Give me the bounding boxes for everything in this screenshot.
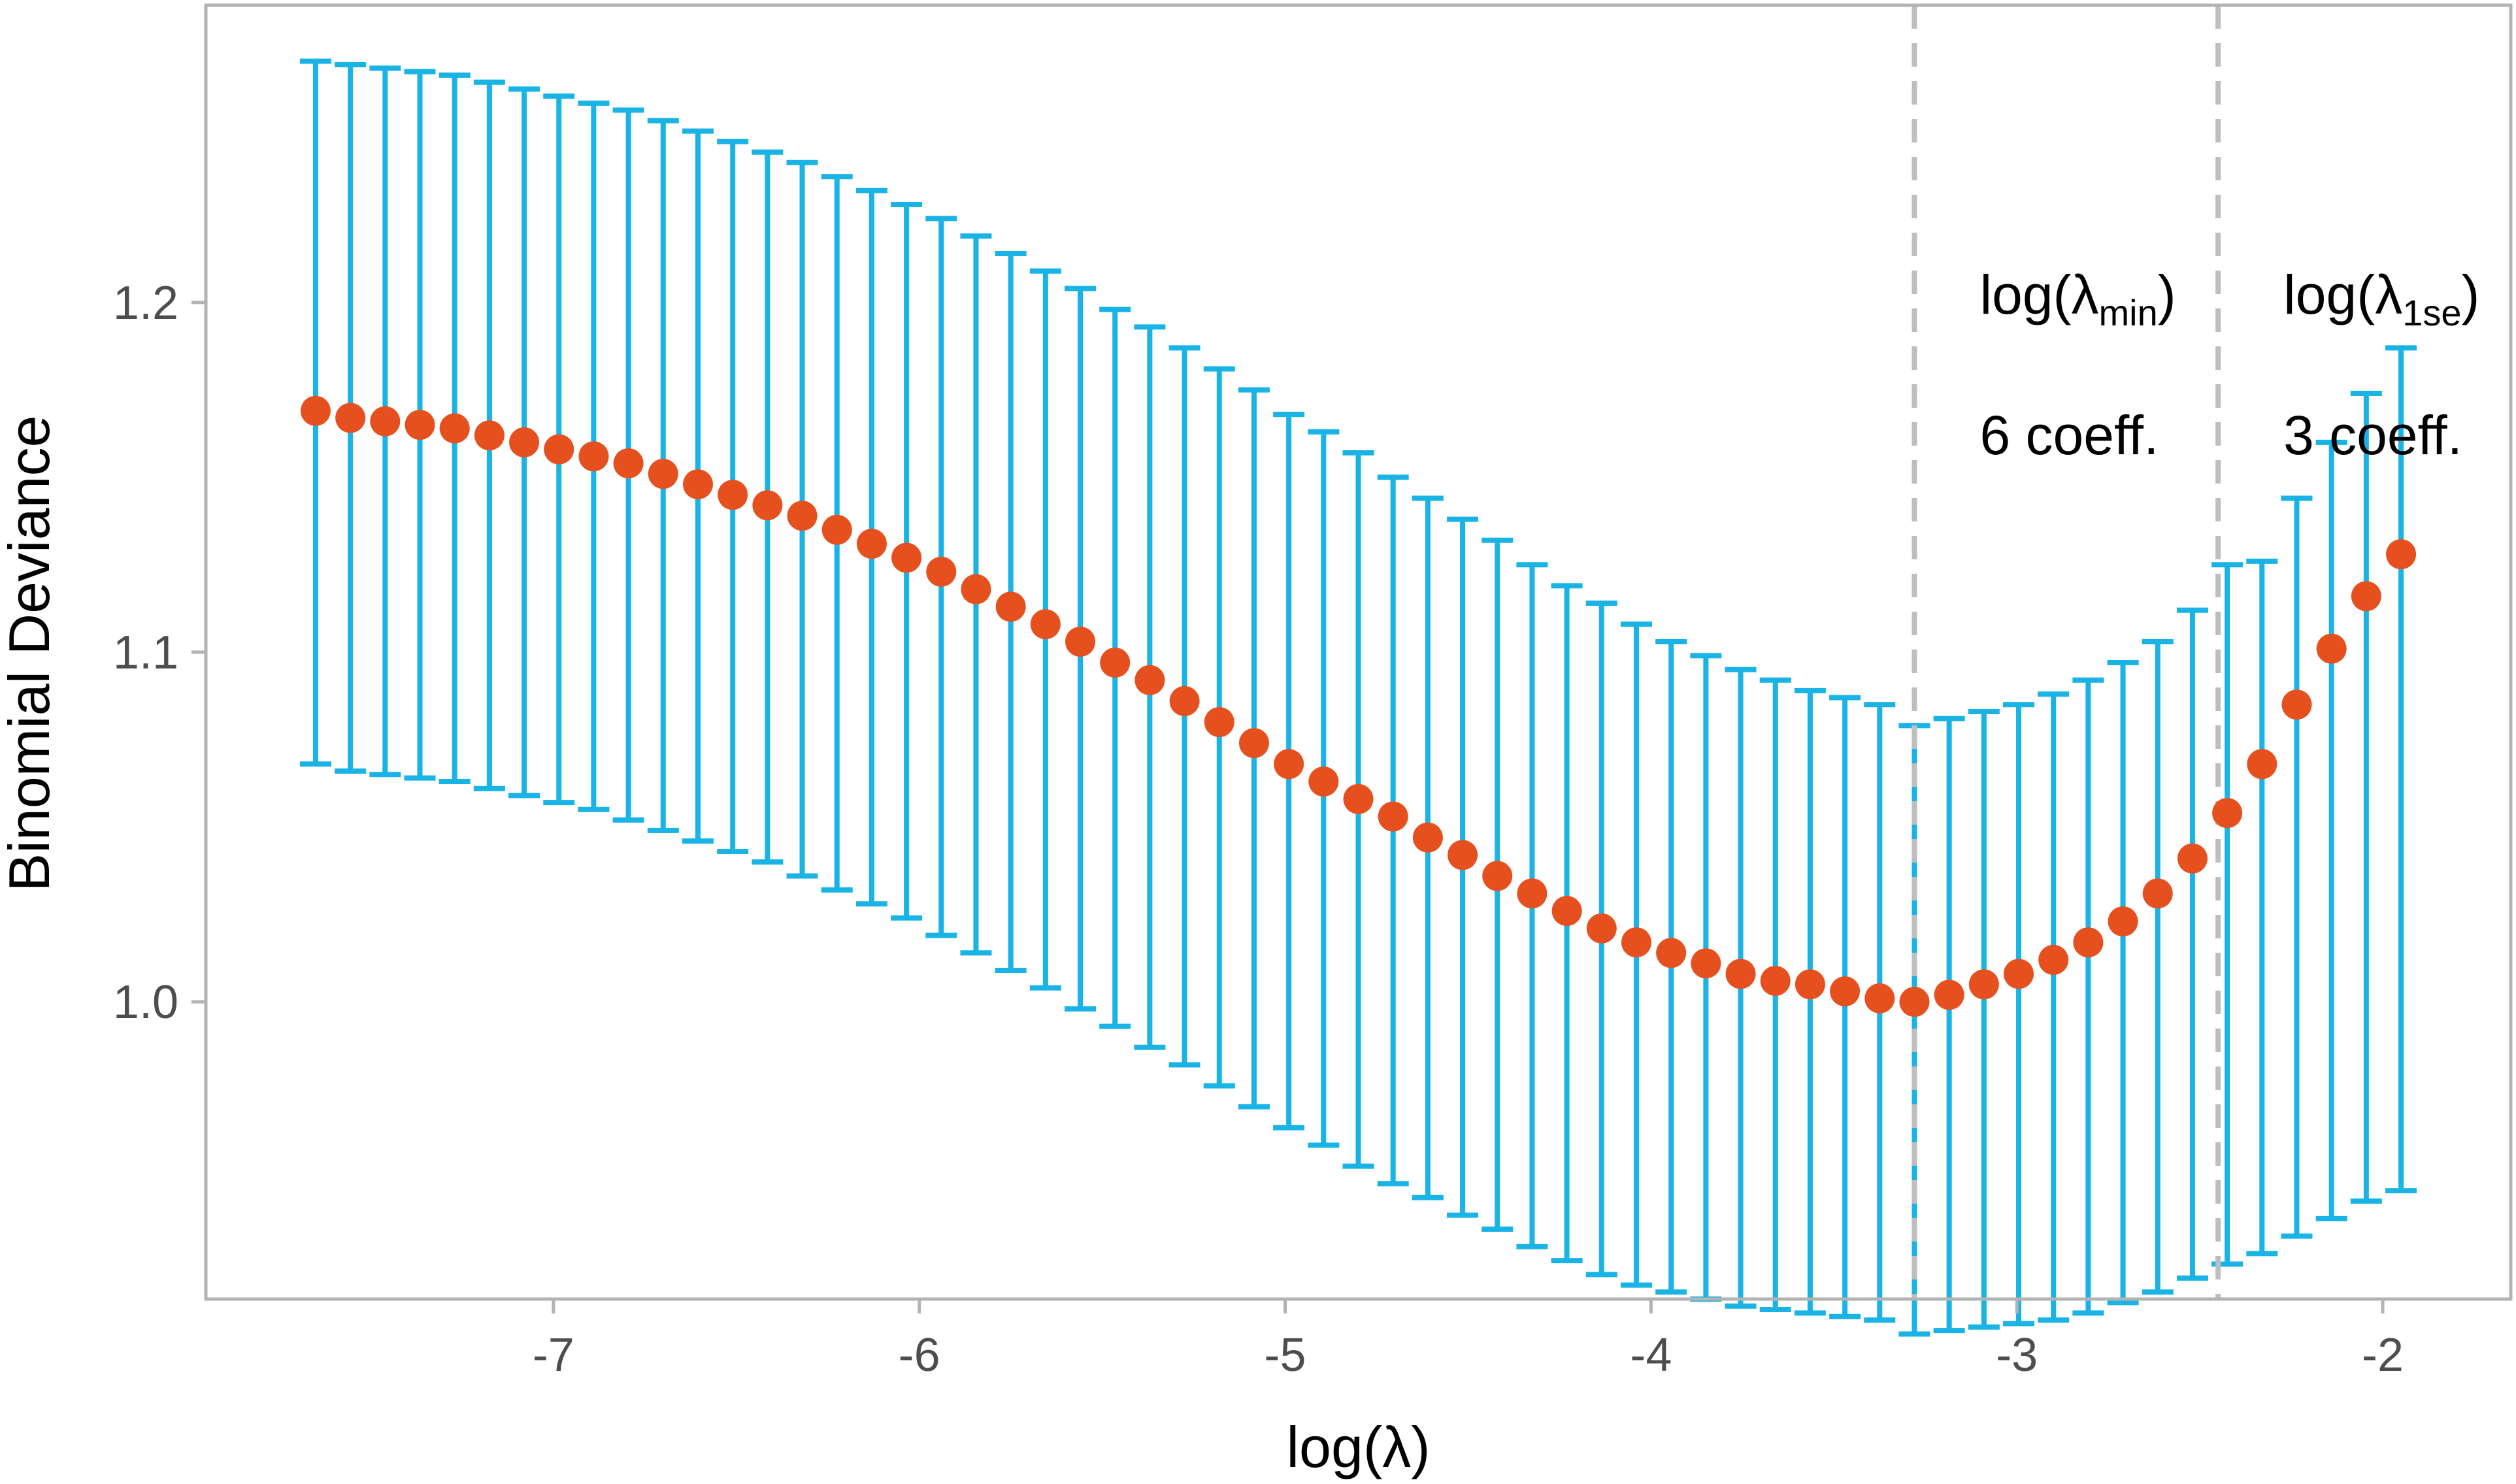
data-point — [1968, 969, 1999, 1000]
data-point — [1934, 980, 1964, 1010]
data-point — [1551, 896, 1582, 926]
data-point — [1412, 822, 1443, 853]
data-point — [1308, 767, 1339, 797]
data-point — [995, 591, 1026, 622]
lambda-min-label: log(λmin) — [1979, 264, 2176, 333]
error-bar — [2246, 558, 2278, 1257]
data-point — [2108, 906, 2138, 937]
error-bar — [2142, 638, 2174, 1295]
reference-lines-layer — [1912, 5, 2221, 1299]
annotations-layer: log(λmin) 6 coeff. log(λ1se) 3 coeff. — [1979, 264, 2479, 466]
data-point — [1100, 648, 1131, 678]
data-point — [578, 441, 609, 472]
data-point — [1274, 749, 1304, 780]
data-point — [752, 490, 783, 521]
error-bar — [2350, 391, 2382, 1204]
error-bar — [2385, 345, 2417, 1194]
data-point — [1204, 707, 1234, 738]
data-point — [1725, 959, 1756, 989]
x-tick-label: -6 — [899, 1329, 940, 1381]
data-point — [1169, 685, 1200, 716]
data-point — [439, 413, 470, 444]
data-point — [405, 410, 435, 440]
y-tick-label: 1.0 — [113, 976, 178, 1029]
x-tick-label: -5 — [1265, 1329, 1306, 1381]
error-bar — [1829, 695, 1861, 1319]
data-point — [613, 448, 644, 479]
data-point — [821, 514, 852, 545]
data-point — [1378, 801, 1408, 832]
x-tick-label: -4 — [1630, 1329, 1672, 1381]
data-point — [648, 459, 678, 489]
data-point — [787, 501, 818, 531]
data-point — [300, 395, 331, 426]
data-point — [370, 406, 401, 437]
data-point — [1899, 987, 1930, 1017]
data-point — [856, 529, 887, 559]
data-point — [2142, 878, 2173, 909]
data-point — [1864, 983, 1895, 1014]
data-point — [891, 542, 922, 573]
x-tick-label: -3 — [1996, 1329, 2038, 1381]
data-point — [1517, 878, 1548, 909]
y-tick-label: 1.2 — [113, 277, 178, 329]
x-axis-title: log(λ) — [1286, 1415, 1430, 1479]
data-point — [2281, 689, 2312, 720]
data-point — [718, 480, 748, 510]
data-point — [1691, 948, 1721, 979]
data-point — [1065, 626, 1096, 657]
lambda-1se-label: log(λ1se) — [2283, 264, 2479, 333]
error-bar — [1794, 687, 1826, 1316]
data-point — [2212, 798, 2243, 829]
axes-layer: -7 -6 -5 -4 -3 -2 1.0 1.1 1.2 — [113, 277, 2404, 1381]
data-point — [2351, 581, 2381, 612]
data-point — [1343, 783, 1374, 814]
data-point — [2247, 749, 2277, 780]
data-point — [1760, 966, 1791, 997]
data-point — [682, 469, 713, 500]
y-tick-label: 1.1 — [113, 627, 178, 679]
data-point — [544, 434, 574, 465]
data-point — [1134, 665, 1165, 695]
error-bar — [2107, 660, 2139, 1306]
data-point — [1795, 969, 1825, 1000]
data-point — [2038, 944, 2069, 975]
error-bar — [2176, 607, 2208, 1281]
data-point — [926, 556, 957, 587]
error-bar — [1968, 708, 2000, 1330]
error-bar — [2038, 691, 2070, 1323]
data-point — [1830, 976, 1861, 1007]
data-point — [1621, 927, 1651, 958]
lambda-1se-coeff-label: 3 coeff. — [2283, 404, 2462, 466]
data-point — [1238, 728, 1269, 759]
data-point — [2004, 959, 2034, 989]
data-point — [2386, 539, 2417, 570]
data-point — [1586, 913, 1617, 944]
y-axis-title: Binomial Deviance — [0, 416, 61, 892]
x-tick-label: -7 — [533, 1329, 574, 1381]
data-point — [1448, 840, 1478, 870]
error-bar — [2315, 439, 2347, 1221]
data-point — [1656, 938, 1687, 968]
error-bar — [2281, 495, 2313, 1239]
error-bar — [2003, 702, 2035, 1327]
data-point — [961, 574, 991, 604]
data-point — [2316, 633, 2347, 664]
lambda-min-coeff-label: 6 coeff. — [1979, 404, 2159, 466]
error-bar — [2072, 677, 2104, 1316]
data-point — [335, 403, 366, 433]
points-layer — [300, 395, 2417, 1017]
error-bar — [1933, 716, 1965, 1334]
x-tick-label: -2 — [2362, 1329, 2404, 1381]
data-point — [1482, 861, 1513, 891]
data-point — [2073, 927, 2104, 958]
data-point — [1030, 609, 1061, 640]
data-point — [474, 420, 505, 451]
data-point — [509, 427, 540, 457]
data-point — [2177, 843, 2208, 874]
